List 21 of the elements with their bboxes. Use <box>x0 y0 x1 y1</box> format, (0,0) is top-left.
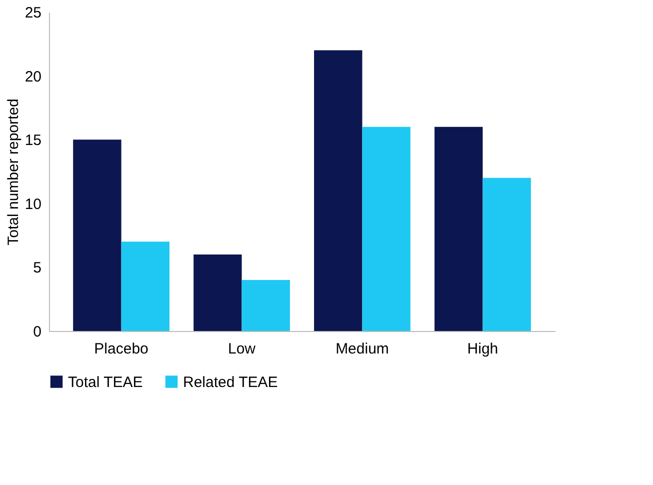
y-tick-label: 5 <box>33 260 42 277</box>
y-tick-label: 10 <box>24 196 42 213</box>
y-tick-label: 25 <box>24 4 42 22</box>
x-tick-label: High <box>467 340 498 358</box>
y-tick-label: 0 <box>33 324 42 340</box>
y-tick-label: 15 <box>24 132 42 150</box>
y-axis-title: Total number reported <box>4 98 22 246</box>
bar <box>73 140 122 331</box>
y-tick-label: 20 <box>24 68 42 86</box>
bar <box>314 50 362 331</box>
bar <box>482 178 531 331</box>
x-tick-label: Medium <box>336 340 389 358</box>
legend-label: Related TEAE <box>183 374 278 391</box>
bar <box>362 126 410 331</box>
x-tick-label: Placebo <box>94 340 148 358</box>
legend-label: Total TEAE <box>68 374 143 391</box>
bar <box>194 254 242 331</box>
bar <box>434 126 483 331</box>
bar <box>242 280 290 331</box>
x-tick-label: Low <box>228 340 256 358</box>
bar <box>121 242 170 331</box>
